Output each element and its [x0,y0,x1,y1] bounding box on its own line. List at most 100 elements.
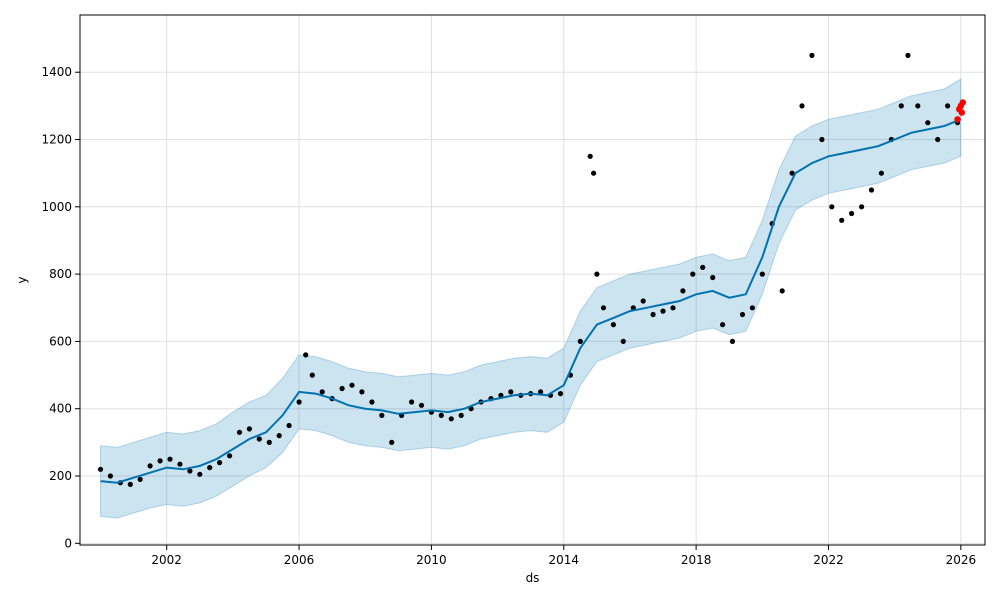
y-tick-label: 1400 [41,65,72,79]
actual-point [700,264,706,270]
actual-point [197,471,203,477]
actual-points [97,52,961,487]
x-axis-label: ds [526,571,540,585]
x-tick-label: 2018 [681,553,712,567]
actual-point [319,389,325,395]
y-axis-label: y [15,276,29,283]
actual-point [720,322,726,328]
actual-point [859,204,865,210]
actual-point [557,391,564,397]
actual-point [925,120,931,126]
y-tick-label: 1200 [41,133,72,147]
actual-point [458,412,464,418]
actual-point [508,389,514,395]
actual-point [296,399,302,405]
actual-point [670,305,676,311]
forecast-line [100,118,962,484]
x-axis-ticks: 2002 2006 2010 2014 2018 2022 2026 [151,545,976,567]
x-tick-label: 2022 [813,553,844,567]
actual-point [591,170,597,176]
actual-point [779,288,785,294]
actual-point [600,305,607,311]
actual-point [438,412,444,418]
actual-point [276,433,282,439]
actual-point [498,392,504,398]
y-tick-label: 800 [49,267,72,281]
actual-point [137,476,143,482]
y-tick-label: 1000 [41,200,72,214]
actual-point [256,436,262,442]
x-tick-label: 2010 [416,553,447,567]
future-point [958,109,965,116]
x-tick-label: 2026 [946,553,977,567]
actual-point [177,461,183,467]
actual-point [339,385,345,392]
actual-point [379,412,385,418]
uncertainty-band [100,78,962,519]
x-tick-label: 2006 [284,553,315,567]
actual-point [349,382,355,388]
actual-point [359,389,365,395]
y-tick-label: 200 [49,469,72,483]
actual-point [369,399,375,405]
actual-point [587,153,593,159]
y-tick-label: 600 [49,334,72,348]
actual-point [448,416,454,422]
actual-point [97,466,104,472]
y-tick-label: 0 [64,536,72,550]
actual-point [236,429,243,435]
actual-point [935,136,941,143]
actual-point [729,338,736,344]
actual-point [898,103,904,109]
actual-point [749,305,756,311]
actual-point [217,460,223,466]
actual-point [577,338,583,344]
y-tick-label: 400 [49,402,72,416]
actual-point [418,402,425,408]
plot-frame [79,14,986,546]
actual-point [266,439,272,445]
actual-point [849,210,855,217]
actual-point [409,399,415,405]
actual-point [799,103,805,109]
future-point [954,116,961,123]
actual-point [610,322,617,328]
y-axis-ticks: 0 200 400 600 800 1000 1200 1400 [41,65,80,550]
actual-point [303,352,309,358]
actual-point [680,288,686,294]
actual-point [147,463,153,469]
actual-point [630,305,636,311]
actual-point [107,473,113,479]
actual-point [739,311,746,318]
actual-point [286,422,292,429]
actual-point [710,274,716,281]
actual-point [127,481,133,487]
actual-point [650,311,656,318]
actual-point [207,465,213,471]
actual-point [538,389,544,395]
actual-point [620,338,626,344]
x-tick-label: 2014 [548,553,579,567]
future-points [954,99,966,123]
actual-point [187,468,193,474]
uncertainty-interval-area [100,78,962,519]
actual-point [878,170,885,176]
future-point [959,99,966,106]
forecast-line-group [100,118,962,484]
actual-point [829,204,835,210]
actual-point [389,439,395,445]
actual-point [945,103,951,109]
actual-point [915,103,921,109]
actual-point [640,298,646,304]
x-tick-label: 2002 [151,553,182,567]
actual-point [246,426,252,432]
actual-point [594,271,600,277]
actual-point [157,458,163,464]
actual-point [660,308,666,314]
actual-point [167,456,173,462]
actual-point [227,453,233,459]
actual-point [868,187,875,193]
actual-point [789,170,795,176]
